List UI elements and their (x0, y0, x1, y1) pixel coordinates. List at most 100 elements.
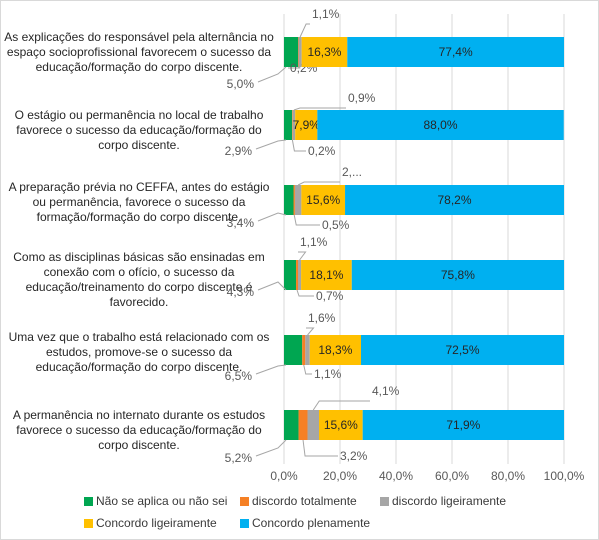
bar-segment-4 (301, 37, 348, 67)
category-label: A preparação prévia no CEFFA, antes do e… (8, 180, 270, 224)
legend-swatch (240, 497, 249, 506)
data-label: 4,3% (227, 285, 255, 299)
bar-segment-3 (307, 410, 319, 440)
bar-segment-1 (284, 260, 297, 290)
data-label: 1,1% (300, 235, 328, 249)
bar-segment-5 (362, 410, 564, 440)
leader-line (255, 439, 287, 457)
data-label: 2,9% (225, 144, 253, 158)
leader-line (293, 214, 320, 226)
data-label: 5,0% (227, 77, 255, 91)
legend-label: Não se aplica ou não sei (96, 494, 228, 508)
leader-line (299, 23, 310, 38)
bar-segment-3 (305, 335, 310, 365)
legend-label: Concordo ligeiramente (96, 516, 217, 530)
legend-swatch (84, 519, 93, 528)
data-label: 18,3% (318, 343, 352, 357)
bar-segment-2 (296, 260, 298, 290)
leader-line (257, 212, 287, 222)
data-label: 16,3% (307, 45, 341, 59)
legend-swatch (84, 497, 93, 506)
bar-segment-3 (294, 185, 302, 215)
leader-line (296, 289, 314, 297)
leader-line (255, 139, 287, 150)
legend-label: discordo ligeiramente (392, 494, 507, 508)
bar-segment-5 (345, 185, 564, 215)
leader-line (297, 181, 340, 186)
category-label: Como as disciplinas básicas são ensinada… (13, 250, 265, 309)
bar-segment-2 (292, 110, 293, 140)
data-label: 1,6% (308, 311, 336, 325)
bar-segment-3 (292, 110, 296, 140)
legend-item: Não se aplica ou não sei (84, 494, 227, 508)
bar-segment-2 (298, 37, 299, 67)
leader-line (255, 364, 287, 375)
bar-segment-5 (317, 110, 564, 140)
data-label: 88,0% (424, 118, 458, 132)
bar-segment-1 (284, 110, 293, 140)
x-tick-label: 0,0% (270, 469, 298, 483)
data-label: 0,2% (308, 144, 336, 158)
legend-item: discordo totalmente (240, 494, 357, 508)
legend-item: Concordo plenamente (240, 516, 370, 530)
leader-line (293, 107, 346, 111)
bar-segment-5 (361, 335, 564, 365)
x-tick-label: 20,0% (323, 469, 357, 483)
leader-line (288, 66, 301, 69)
bar-segment-4 (319, 410, 363, 440)
data-label: 4,1% (372, 384, 400, 398)
legend-item: discordo ligeiramente (380, 494, 506, 508)
leader-line (302, 439, 338, 457)
data-label: 0,7% (316, 289, 344, 303)
data-label: 75,8% (441, 268, 475, 282)
leader-line (312, 400, 370, 411)
data-label: 72,5% (445, 343, 479, 357)
leader-line (298, 251, 307, 261)
bar-segment-1 (284, 410, 299, 440)
leader-line (257, 281, 287, 291)
data-label: 0,9% (348, 91, 376, 105)
x-tick-label: 100,0% (544, 469, 585, 483)
leader-line (291, 139, 306, 152)
leader-line (303, 364, 312, 375)
legend-label: discordo totalmente (252, 494, 357, 508)
bar-segment-1 (284, 335, 303, 365)
data-label: 71,9% (446, 418, 480, 432)
data-label: 0,5% (322, 218, 350, 232)
bar-segment-4 (309, 335, 361, 365)
data-label: 18,1% (309, 268, 343, 282)
bar-segment-5 (351, 260, 564, 290)
category-label: A permanência no internato durante os es… (12, 408, 266, 452)
bar-segment-4 (295, 110, 318, 140)
data-label: 15,6% (324, 418, 358, 432)
category-label: O estágio ou permanência no local de tra… (14, 108, 264, 152)
data-label: 5,2% (225, 451, 253, 465)
bar-segment-5 (347, 37, 564, 67)
data-label: 1,1% (312, 7, 340, 21)
bar-segment-1 (284, 185, 294, 215)
x-tick-label: 80,0% (491, 469, 525, 483)
bar-segment-2 (293, 185, 295, 215)
category-label: As explicações do responsável pela alter… (4, 30, 274, 74)
data-label: 6,5% (225, 369, 253, 383)
legend-label: Concordo plenamente (252, 516, 371, 530)
data-label: 7,9% (293, 118, 321, 132)
data-label: 3,2% (340, 449, 368, 463)
bar-segment-4 (301, 185, 346, 215)
legend-swatch (380, 497, 389, 506)
data-label: 77,4% (439, 45, 473, 59)
legend-item: Concordo ligeiramente (84, 516, 217, 530)
bar-segment-1 (284, 37, 298, 67)
bar-segment-3 (298, 37, 302, 67)
data-label: 3,4% (227, 216, 255, 230)
bar-segment-2 (298, 410, 308, 440)
x-tick-label: 40,0% (379, 469, 413, 483)
legend-swatch (240, 519, 249, 528)
data-label: 2,... (342, 165, 362, 179)
leader-line (306, 327, 315, 336)
bar-segment-3 (298, 260, 302, 290)
data-label: 15,6% (306, 193, 340, 207)
data-label: 1,1% (314, 367, 342, 381)
bar-segment-2 (302, 335, 306, 365)
